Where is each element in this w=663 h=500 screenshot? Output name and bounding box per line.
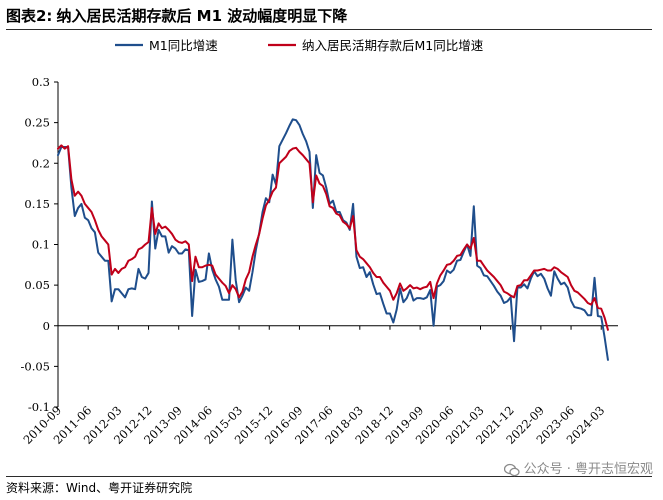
y-tick-label-1: -0.05 [21,359,51,373]
y-tick-label-0: -0.1 [28,400,50,414]
y-tick-label-2: 0 [43,319,50,333]
series-line-1 [57,144,609,331]
y-tick-label-5: 0.15 [24,197,50,211]
legend: M1同比增速 纳入居民活期存款后M1同比增速 [115,38,484,53]
series-line-0 [57,118,609,361]
legend-label-1: 纳入居民活期存款后M1同比增速 [302,38,484,53]
y-tick-label-8: 0.3 [32,75,50,89]
figure-title: 图表2: 纳入居民活期存款后 M1 波动幅度明显下降 [6,4,656,28]
legend-label-0: M1同比增速 [149,38,218,53]
source-note: 资料来源：Wind、粤开证券研究院 [6,481,193,495]
y-tick-label-4: 0.1 [32,238,50,252]
figure-title-text: 纳入居民活期存款后 M1 波动幅度明显下降 [56,7,348,25]
y-tick-label-6: 0.2 [32,156,50,170]
line-chart: M1同比增速 纳入居民活期存款后M1同比增速 -0.1 -0.05 0 0.05 0.1 0… [20,38,618,447]
source-rule [6,476,652,477]
watermark-text: 公众号 · 粤开志恒宏观 [523,462,653,477]
watermark: 公众号 · 粤开志恒宏观 [503,459,653,481]
wechat-icon [503,463,520,477]
y-tick-label-3: 0.05 [24,278,50,292]
title-rule [6,29,652,30]
y-tick-label-7: 0.25 [24,116,50,130]
figure-label: 图表2: [6,7,53,25]
series-layer [57,118,609,361]
